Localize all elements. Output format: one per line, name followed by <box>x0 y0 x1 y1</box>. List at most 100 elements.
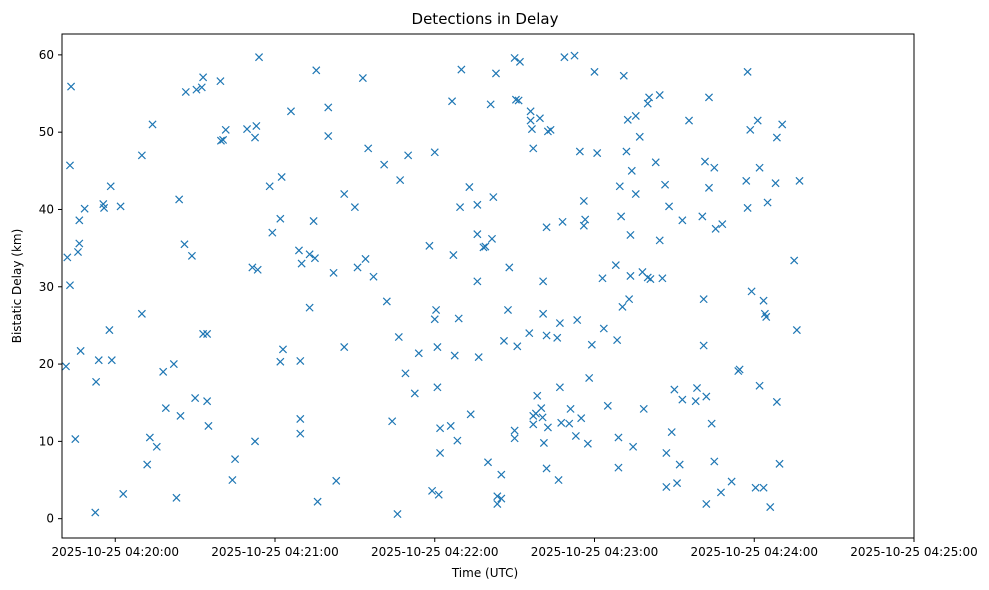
data-point <box>61 362 71 371</box>
data-point <box>554 476 563 485</box>
data-point <box>542 331 551 340</box>
data-point <box>617 212 626 221</box>
data-point <box>631 111 640 120</box>
data-point <box>473 277 482 286</box>
data-point <box>453 436 462 445</box>
data-point <box>704 93 714 102</box>
data-point <box>698 212 707 221</box>
data-point <box>203 329 212 338</box>
data-point <box>542 464 551 473</box>
data-point <box>312 66 321 75</box>
data-point <box>533 391 542 400</box>
data-point <box>197 83 206 92</box>
data-point <box>716 488 725 497</box>
data-point <box>735 365 744 374</box>
data-point <box>535 114 544 123</box>
data-point <box>538 413 547 422</box>
data-point <box>361 254 370 263</box>
data-point <box>324 103 333 112</box>
data-point <box>692 384 702 393</box>
data-point <box>655 236 664 245</box>
data-point <box>172 493 181 502</box>
data-point <box>340 343 349 352</box>
x-axis: 2025-10-25 04:20:00 2025-10-25 04:21:00 20… <box>52 538 978 559</box>
data-point <box>743 203 752 212</box>
plot-frame <box>61 33 915 539</box>
data-point <box>414 349 423 358</box>
data-point <box>711 224 720 233</box>
data-point <box>305 303 314 312</box>
data-point <box>481 242 490 251</box>
data-point <box>510 426 519 435</box>
data-point <box>792 326 801 335</box>
data-point <box>479 243 488 252</box>
data-point <box>449 251 458 260</box>
data-point <box>539 438 548 447</box>
data-point <box>148 120 157 129</box>
data-point <box>684 116 694 125</box>
data-point <box>771 179 780 188</box>
data-point <box>75 216 84 225</box>
data-point <box>67 82 76 91</box>
data-point <box>187 251 196 260</box>
data-point <box>76 346 85 355</box>
data-point <box>404 151 413 160</box>
data-point <box>766 503 775 512</box>
data-point <box>393 510 402 519</box>
data-point <box>585 373 594 383</box>
data-point <box>555 319 564 328</box>
data-point <box>539 277 548 286</box>
data-points <box>61 51 804 519</box>
data-point <box>629 442 638 451</box>
data-point <box>626 230 635 240</box>
data-point <box>699 295 708 304</box>
data-point <box>537 404 546 413</box>
data-point <box>313 497 322 506</box>
data-point <box>388 417 397 426</box>
data-point <box>759 483 768 492</box>
data-point <box>297 259 306 268</box>
data-point <box>727 477 736 486</box>
data-point <box>539 309 548 318</box>
data-point <box>558 217 567 226</box>
data-point <box>446 421 455 430</box>
data-point <box>529 144 538 153</box>
data-point <box>546 125 555 134</box>
data-point <box>329 268 338 277</box>
data-point <box>529 420 538 429</box>
data-point <box>772 397 781 406</box>
data-point <box>454 314 463 323</box>
data-point <box>296 356 305 366</box>
data-point <box>623 115 632 124</box>
data-point <box>618 302 627 311</box>
data-point <box>670 385 679 394</box>
x-tick-label: 2025-10-25 04:24:00 <box>691 545 818 559</box>
y-tick-label: 0 <box>46 512 54 526</box>
data-point <box>560 53 569 62</box>
data-point <box>763 198 772 207</box>
data-point <box>577 414 586 423</box>
data-point <box>710 457 719 466</box>
data-point <box>707 419 716 428</box>
data-point <box>486 100 495 109</box>
data-point <box>667 428 676 437</box>
data-point <box>434 490 443 499</box>
data-point <box>436 424 445 433</box>
data-point <box>433 343 442 352</box>
data-point <box>626 271 635 280</box>
data-point <box>456 203 465 212</box>
data-point <box>143 460 152 469</box>
data-point <box>410 389 419 398</box>
data-point <box>436 448 445 457</box>
data-point <box>466 410 475 419</box>
data-point <box>65 281 75 290</box>
data-point <box>473 200 482 209</box>
data-point <box>474 353 483 362</box>
data-point <box>747 287 756 296</box>
data-point <box>294 246 303 255</box>
data-point <box>565 419 574 428</box>
data-point <box>566 404 575 413</box>
data-point <box>753 116 762 125</box>
data-point <box>699 341 708 350</box>
